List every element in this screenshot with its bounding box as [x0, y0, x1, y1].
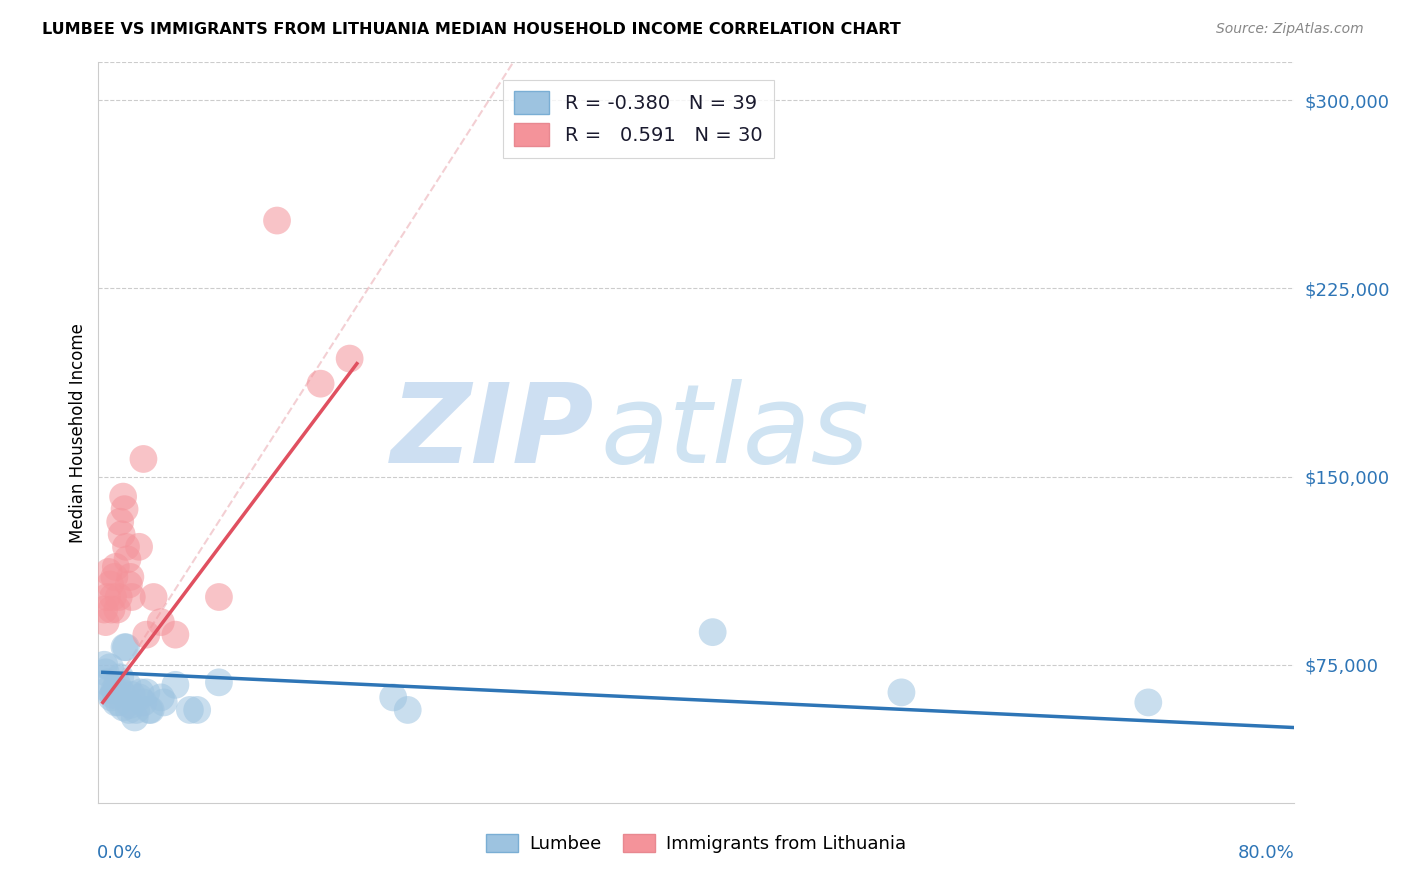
Point: [121, 688, 143, 702]
Point: [396, 703, 419, 717]
Point: [138, 703, 160, 717]
Point: [111, 527, 134, 541]
Point: [128, 540, 150, 554]
Point: [93, 657, 115, 672]
Point: [118, 577, 141, 591]
Point: [208, 590, 231, 604]
Point: [93, 602, 115, 616]
Point: [382, 690, 405, 705]
Point: [97, 565, 120, 579]
Point: [152, 695, 174, 709]
Legend: Lumbee, Immigrants from Lithuania: Lumbee, Immigrants from Lithuania: [478, 827, 914, 861]
Point: [139, 703, 162, 717]
Point: [120, 570, 142, 584]
Point: [96, 675, 118, 690]
Point: [100, 602, 122, 616]
Point: [105, 602, 128, 616]
Point: [108, 670, 131, 684]
Point: [103, 570, 125, 584]
Point: [135, 627, 157, 641]
Point: [112, 700, 135, 714]
Point: [94, 665, 117, 680]
Point: [309, 376, 332, 391]
Point: [104, 560, 127, 574]
Point: [96, 590, 118, 604]
Point: [104, 695, 127, 709]
Point: [103, 682, 125, 697]
Point: [114, 502, 136, 516]
Point: [108, 515, 131, 529]
Point: [115, 640, 138, 655]
Point: [702, 625, 724, 640]
Point: [132, 695, 155, 709]
Point: [98, 660, 121, 674]
Point: [165, 678, 187, 692]
Point: [179, 703, 201, 717]
Point: [111, 685, 134, 699]
Point: [339, 351, 361, 366]
Point: [107, 590, 129, 604]
Point: [107, 695, 129, 709]
Text: Source: ZipAtlas.com: Source: ZipAtlas.com: [1216, 22, 1364, 37]
Point: [890, 685, 912, 699]
Point: [112, 490, 135, 504]
Point: [1137, 695, 1160, 709]
Point: [105, 678, 128, 692]
Point: [101, 688, 124, 702]
Point: [165, 627, 187, 641]
Text: 0.0%: 0.0%: [97, 844, 142, 862]
Point: [208, 675, 231, 690]
Text: ZIP: ZIP: [391, 379, 595, 486]
Point: [186, 703, 208, 717]
Point: [135, 685, 157, 699]
Point: [128, 690, 150, 705]
Y-axis label: Median Household Income: Median Household Income: [69, 323, 87, 542]
Point: [142, 590, 165, 604]
Point: [114, 640, 136, 655]
Point: [94, 615, 117, 629]
Point: [129, 685, 152, 699]
Point: [266, 213, 288, 227]
Point: [120, 698, 142, 712]
Text: 80.0%: 80.0%: [1237, 844, 1295, 862]
Point: [100, 690, 122, 705]
Point: [121, 590, 143, 604]
Point: [101, 590, 124, 604]
Point: [125, 703, 148, 717]
Text: LUMBEE VS IMMIGRANTS FROM LITHUANIA MEDIAN HOUSEHOLD INCOME CORRELATION CHART: LUMBEE VS IMMIGRANTS FROM LITHUANIA MEDI…: [42, 22, 901, 37]
Point: [149, 615, 172, 629]
Point: [118, 703, 141, 717]
Point: [117, 678, 139, 692]
Point: [98, 577, 121, 591]
Point: [149, 690, 172, 705]
Point: [97, 682, 120, 697]
Point: [115, 540, 138, 554]
Point: [124, 710, 146, 724]
Text: atlas: atlas: [600, 379, 869, 486]
Point: [132, 452, 155, 467]
Point: [117, 552, 139, 566]
